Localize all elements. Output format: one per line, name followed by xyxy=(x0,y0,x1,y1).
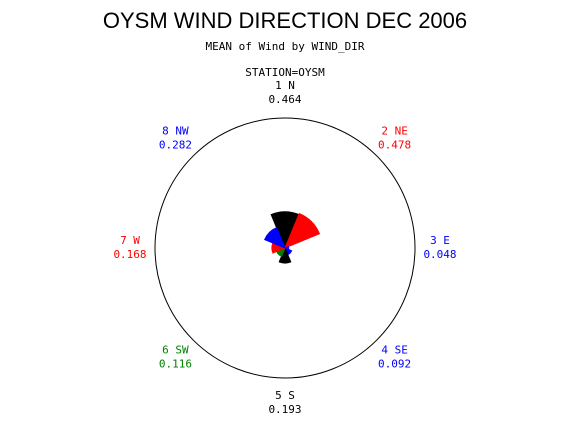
group-label: STATION=OYSM xyxy=(245,66,325,79)
category-label: 2 NE xyxy=(381,124,408,137)
chart-title: OYSM WIND DIRECTION DEC 2006 xyxy=(103,8,467,33)
value-label: 0.282 xyxy=(159,138,192,151)
value-label: 0.193 xyxy=(268,403,301,416)
value-label: 0.092 xyxy=(378,358,411,371)
value-label: 0.048 xyxy=(423,248,456,261)
category-label: 3 E xyxy=(430,234,450,247)
value-label: 0.478 xyxy=(378,138,411,151)
category-label: 5 S xyxy=(275,389,295,402)
wedge xyxy=(278,246,292,264)
category-label: 6 SW xyxy=(162,344,189,357)
category-label: 1 N xyxy=(275,79,295,92)
category-label: 7 W xyxy=(120,234,140,247)
wedge xyxy=(264,227,286,249)
wedge xyxy=(284,212,321,249)
category-label: 8 NW xyxy=(162,124,189,137)
value-label: 0.116 xyxy=(159,358,192,371)
outline-circle xyxy=(154,117,416,379)
chart-subtitle: MEAN of Wind by WIND_DIR xyxy=(206,40,365,53)
value-label: 0.464 xyxy=(268,93,301,106)
value-label: 0.168 xyxy=(113,248,146,261)
category-label: 4 SE xyxy=(381,344,408,357)
